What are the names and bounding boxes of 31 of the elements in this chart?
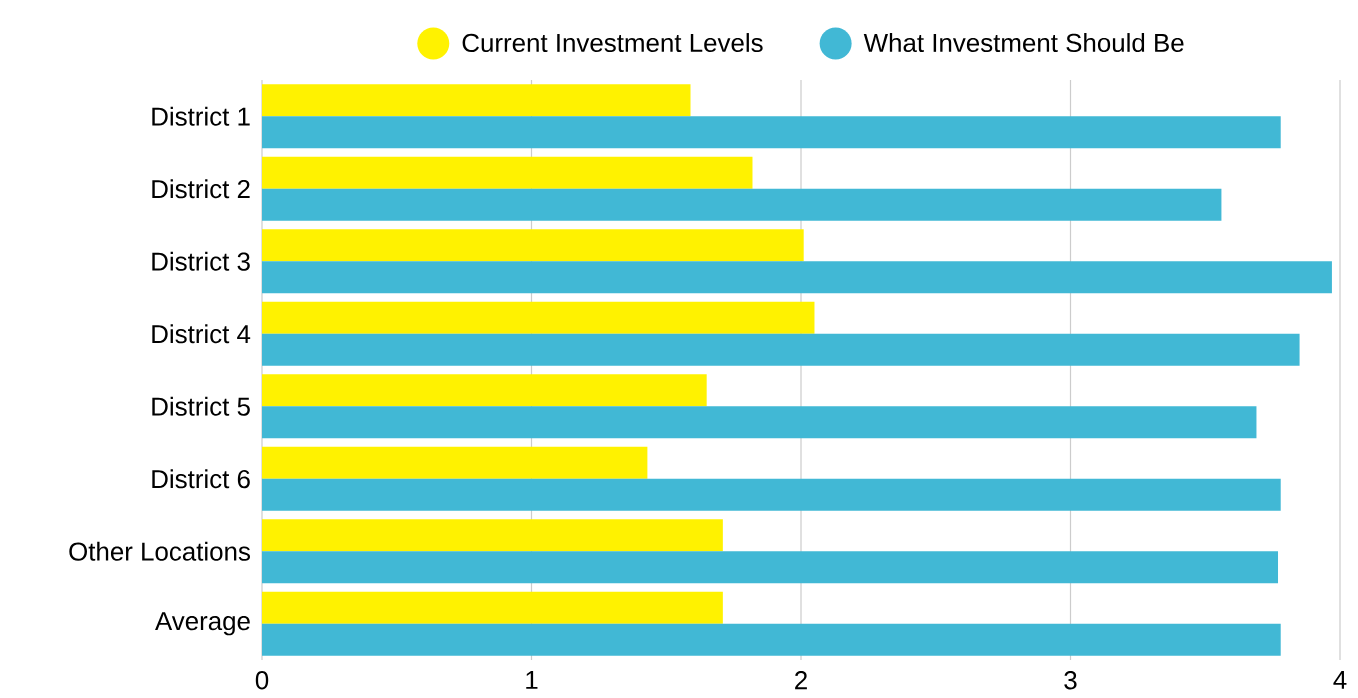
bar [262, 446, 648, 479]
legend-label: What Investment Should Be [863, 33, 1184, 53]
y-tick-label: District 3 [152, 251, 250, 271]
y-tick-label: Other Locations [69, 541, 250, 561]
y-tick-label: District 4 [152, 324, 251, 344]
y-tick-label: District 2 [152, 179, 250, 199]
bar [262, 261, 1332, 294]
legend-label: Current Investment Levels [462, 33, 763, 53]
y-tick-label: Average [155, 612, 250, 636]
x-tick-label: 2 [795, 671, 807, 690]
y-tick-label: District 6 [152, 469, 250, 489]
bar [262, 591, 723, 624]
bar [262, 406, 1257, 439]
bar [262, 551, 1279, 584]
bar [262, 301, 815, 334]
x-tick-label: 1 [526, 671, 538, 689]
bar [262, 333, 1300, 366]
bar [262, 84, 691, 117]
x-tick-label: 3 [1064, 671, 1077, 690]
x-tick-label: 0 [255, 671, 269, 690]
bar [262, 188, 1222, 221]
bar [262, 156, 753, 189]
bar [262, 374, 707, 407]
bar [262, 116, 1281, 149]
y-tick-label: District 1 [152, 106, 250, 126]
bar [262, 229, 804, 262]
y-tick-label: District 5 [152, 396, 250, 416]
bar [262, 478, 1281, 511]
x-tick-label: 4 [1333, 671, 1347, 689]
bar [262, 623, 1281, 656]
bar [262, 519, 723, 552]
